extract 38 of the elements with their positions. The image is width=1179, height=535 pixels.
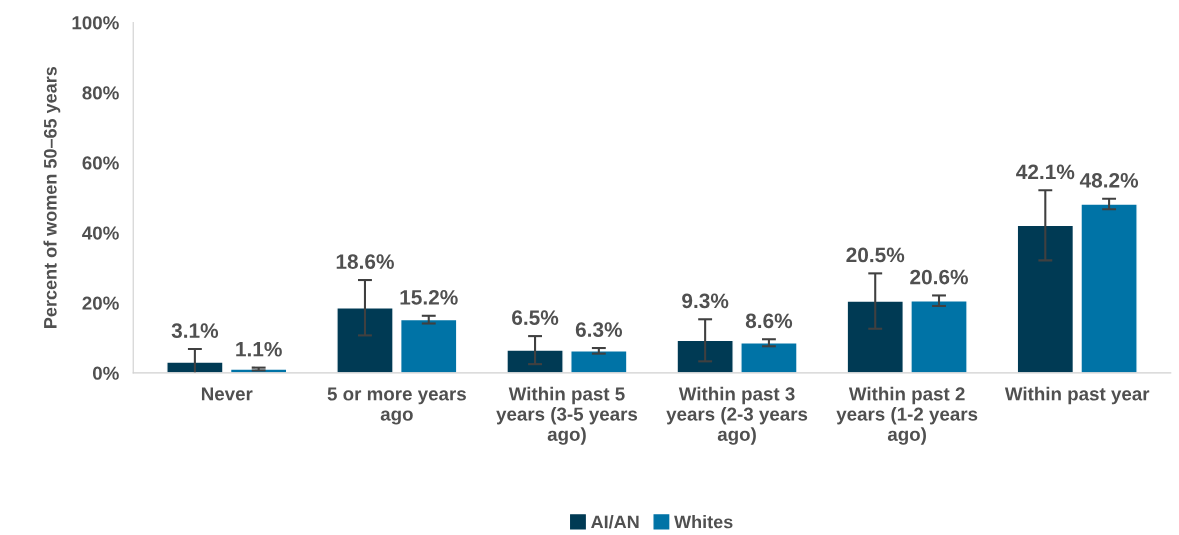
bar <box>570 350 628 373</box>
data-label: 3.1% <box>171 323 219 339</box>
legend-label: AI/AN <box>591 515 639 529</box>
bar <box>676 339 734 373</box>
data-label: 8.6% <box>745 313 793 329</box>
legend-label: Whites <box>674 515 733 529</box>
x-tick-label: Within past 3 years (2-3 years ago) <box>666 386 808 445</box>
bar <box>1080 203 1138 373</box>
x-tick-label: Never <box>201 387 253 401</box>
bar <box>740 342 798 373</box>
bar <box>336 307 394 373</box>
bar <box>506 349 564 373</box>
bar <box>910 300 968 373</box>
x-tick-label: Within past 2 years (1-2 years ago) <box>836 386 978 445</box>
y-tick-label: 60% <box>82 156 119 170</box>
bar <box>846 300 904 373</box>
x-tick-label: Within past year <box>1004 386 1150 405</box>
data-label: 48.2% <box>1079 172 1139 188</box>
data-label: 15.2% <box>400 289 458 305</box>
data-label: 18.6% <box>336 254 394 269</box>
bar <box>399 318 458 373</box>
data-label: 6.5% <box>512 310 559 326</box>
bar <box>1016 224 1075 373</box>
data-label: 6.3% <box>575 322 623 337</box>
y-tick-label: 0% <box>92 366 119 380</box>
data-label: 20.6% <box>910 269 968 285</box>
x-tick-label: Within past 5 years (3-5 years ago) <box>496 386 638 445</box>
data-label: 1.1% <box>236 341 282 357</box>
y-tick-label: 100% <box>72 16 119 30</box>
y-axis-title: Percent of women 50–65 years <box>43 66 61 328</box>
y-tick-label: 80% <box>82 86 119 100</box>
data-label: 42.1% <box>1016 164 1075 180</box>
data-label: 20.5% <box>846 247 905 263</box>
x-tick-label: 5 or more years ago <box>327 387 466 425</box>
y-tick-label: 20% <box>82 296 119 310</box>
bar <box>166 361 224 373</box>
data-label: 9.3% <box>682 293 729 309</box>
y-tick-label: 40% <box>82 226 119 240</box>
